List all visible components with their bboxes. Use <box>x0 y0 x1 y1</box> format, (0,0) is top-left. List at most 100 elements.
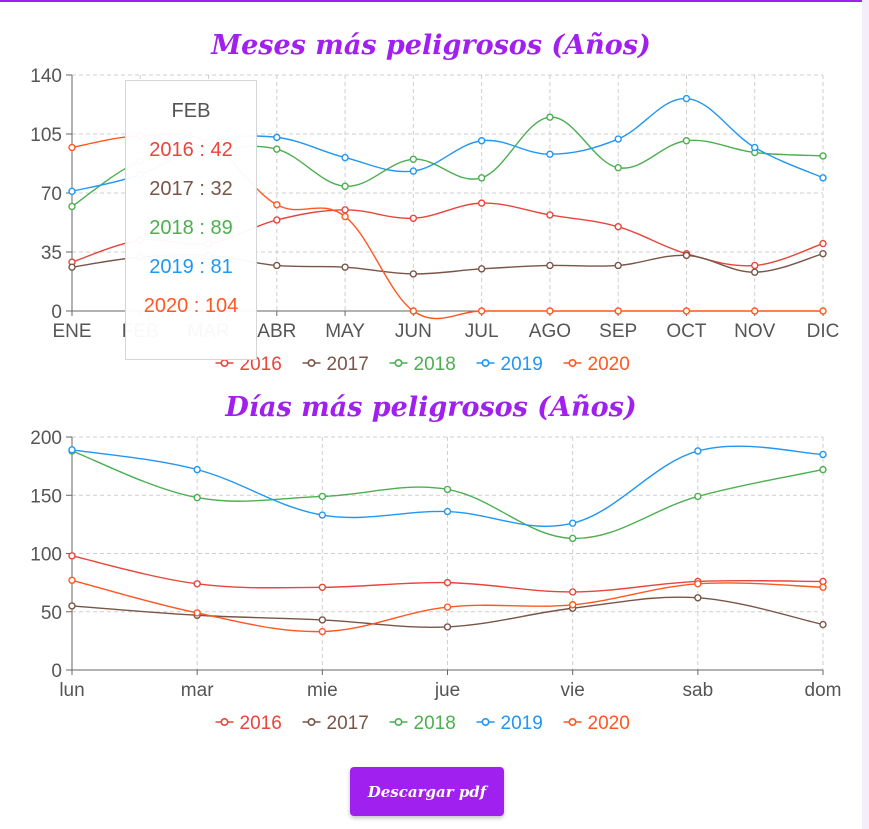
data-point[interactable] <box>68 263 76 271</box>
data-point[interactable] <box>477 265 486 273</box>
data-point[interactable] <box>819 583 827 591</box>
data-point[interactable] <box>819 577 827 586</box>
data-point[interactable] <box>819 465 827 474</box>
data-point[interactable] <box>614 223 622 231</box>
data-point[interactable] <box>751 143 759 152</box>
data-point[interactable] <box>694 594 702 602</box>
data-point[interactable] <box>318 627 327 636</box>
legend-item-2020[interactable]: 2020 <box>563 713 630 734</box>
data-point[interactable] <box>694 492 702 501</box>
legend-item-2016[interactable]: 2016 <box>215 713 282 734</box>
data-point[interactable] <box>273 216 281 224</box>
y-tick-label: 100 <box>30 545 62 566</box>
legend-marker <box>481 358 490 367</box>
data-point[interactable] <box>443 485 452 494</box>
data-point[interactable] <box>477 174 486 182</box>
days-series-2019[interactable] <box>68 445 827 527</box>
data-point[interactable] <box>193 580 201 588</box>
data-point[interactable] <box>568 534 577 543</box>
data-point[interactable] <box>614 307 622 315</box>
data-point[interactable] <box>819 620 827 629</box>
days-series-2020[interactable] <box>68 576 827 636</box>
legend-item-2018[interactable]: 2018 <box>389 354 456 370</box>
legend-item-2018[interactable]: 2018 <box>389 713 456 734</box>
data-point[interactable] <box>819 450 827 459</box>
data-point[interactable] <box>443 507 452 516</box>
data-point[interactable] <box>819 249 827 258</box>
data-point[interactable] <box>819 239 827 248</box>
legend-item-2019[interactable]: 2019 <box>476 354 543 370</box>
data-point[interactable] <box>341 182 349 190</box>
data-point[interactable] <box>682 94 691 103</box>
data-point[interactable] <box>273 145 281 153</box>
data-point[interactable] <box>682 137 691 145</box>
data-point[interactable] <box>477 137 486 145</box>
legend-item-2019[interactable]: 2019 <box>476 713 543 734</box>
data-point[interactable] <box>318 583 327 591</box>
data-point[interactable] <box>318 492 327 501</box>
data-point[interactable] <box>341 206 349 214</box>
data-point[interactable] <box>614 135 622 143</box>
data-point[interactable] <box>443 603 452 611</box>
data-point[interactable] <box>193 609 201 617</box>
data-point[interactable] <box>682 307 691 315</box>
legend-item-2017[interactable]: 2017 <box>302 713 369 734</box>
data-point[interactable] <box>477 307 486 315</box>
data-point[interactable] <box>68 576 76 584</box>
data-point[interactable] <box>546 307 554 315</box>
data-point[interactable] <box>568 601 577 609</box>
data-point[interactable] <box>546 261 554 270</box>
data-point[interactable] <box>68 552 76 560</box>
data-point[interactable] <box>341 263 349 271</box>
data-point[interactable] <box>68 446 76 454</box>
data-point[interactable] <box>568 588 577 596</box>
data-point[interactable] <box>614 164 622 172</box>
data-point[interactable] <box>477 199 486 207</box>
days-grid: 0 50 100 150 200 lun mar mie jue vie sab dom <box>30 428 841 701</box>
legend-item-2020[interactable]: 2020 <box>563 354 630 370</box>
data-point[interactable] <box>819 307 827 315</box>
data-point[interactable] <box>68 202 76 211</box>
data-point[interactable] <box>273 201 281 209</box>
data-point[interactable] <box>694 580 702 588</box>
data-point[interactable] <box>193 493 201 502</box>
data-point[interactable] <box>568 519 577 527</box>
data-point[interactable] <box>546 150 554 158</box>
data-point[interactable] <box>68 143 76 152</box>
legend-item-2017[interactable]: 2017 <box>302 354 369 370</box>
scrollbar-track[interactable] <box>862 0 869 829</box>
y-tick-label: 35 <box>41 243 62 264</box>
data-point[interactable] <box>443 578 452 587</box>
x-tick-label: mie <box>307 680 338 701</box>
data-point[interactable] <box>546 211 554 219</box>
data-point[interactable] <box>341 212 349 221</box>
data-point[interactable] <box>751 307 759 315</box>
data-point[interactable] <box>682 251 691 260</box>
tooltip-line-2018: 2018 : 89 <box>149 217 233 239</box>
tooltip-line-2016: 2016 : 42 <box>149 139 233 161</box>
data-point[interactable] <box>341 153 349 162</box>
data-point[interactable] <box>694 447 702 455</box>
data-point[interactable] <box>751 268 759 276</box>
data-point[interactable] <box>68 602 76 610</box>
data-point[interactable] <box>273 133 281 142</box>
data-point[interactable] <box>443 623 452 631</box>
tooltip-title: FEB <box>171 100 211 122</box>
data-point[interactable] <box>546 113 554 121</box>
data-point[interactable] <box>318 616 327 624</box>
download-pdf-button[interactable]: Descargar pdf <box>350 767 504 816</box>
data-point[interactable] <box>819 174 827 182</box>
data-point[interactable] <box>273 261 281 270</box>
data-point[interactable] <box>409 214 418 222</box>
data-point[interactable] <box>409 270 418 278</box>
data-point[interactable] <box>318 511 327 519</box>
data-point[interactable] <box>751 261 759 270</box>
data-point[interactable] <box>409 155 418 163</box>
data-point[interactable] <box>614 261 622 270</box>
data-point[interactable] <box>409 167 418 175</box>
data-point[interactable] <box>193 465 201 474</box>
data-point[interactable] <box>409 307 418 315</box>
legend-label: 2018 <box>414 354 456 370</box>
data-point[interactable] <box>68 187 76 196</box>
data-point[interactable] <box>819 152 827 160</box>
